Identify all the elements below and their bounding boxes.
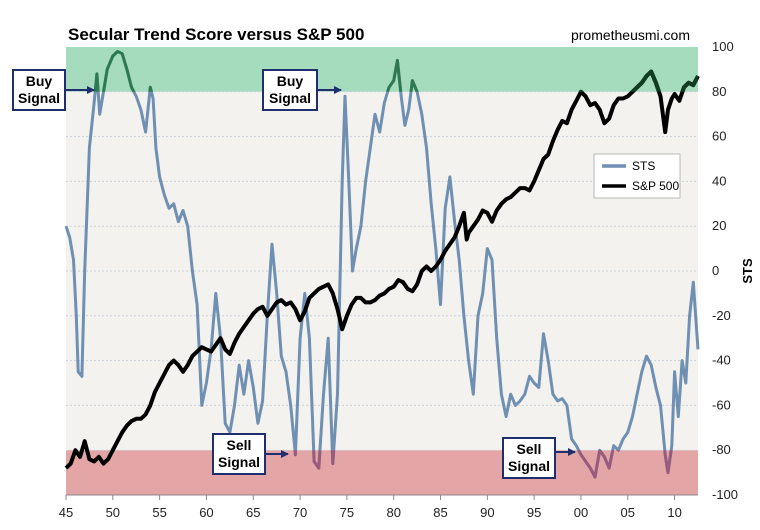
x-tick-label: 65 [246,505,260,520]
source-label: prometheusmi.com [571,27,690,43]
y-tick-label: -100 [712,487,738,502]
y-axis-ticks: 100 80 60 40 20 0 -20 -40 -60 -80 -100 [712,39,738,502]
x-tick-label: 95 [527,505,541,520]
chart-title: Secular Trend Score versus S&P 500 [68,25,364,44]
annotation-buy-2: Buy Signal [262,69,342,111]
y-tick-label: 80 [712,84,726,99]
x-tick-label: 45 [59,505,73,520]
x-tick-label: 90 [480,505,494,520]
sp500-series-line [64,69,700,470]
y-tick-label: 0 [712,263,719,278]
callout-line-2: Signal [508,458,550,474]
y-tick-label: 100 [712,39,734,54]
y-tick-label: -20 [712,308,731,323]
x-tick-label: 80 [386,505,400,520]
legend: STS S&P 500 [593,153,681,199]
y-tick-label: 40 [712,173,726,188]
callout-box [502,437,556,479]
x-tick-label: 10 [667,505,681,520]
x-tick-label: 50 [106,505,120,520]
callout-line-2: Signal [18,90,60,106]
callout-box [212,433,266,475]
y-tick-label: -60 [712,397,731,412]
y-tick-label: -80 [712,442,731,457]
x-tick-label: 05 [621,505,635,520]
legend-box [593,153,681,199]
x-axis-ticks: 45 50 55 60 65 70 75 80 85 90 95 00 05 10 [59,495,682,520]
x-tick-label: 70 [293,505,307,520]
callout-line-1: Sell [227,437,252,453]
callout-line-1: Sell [517,441,542,457]
x-tick-label: 60 [199,505,213,520]
annotation-sell-2: Sell Signal [502,437,576,479]
x-tick-label: 85 [433,505,447,520]
callout-line-2: Signal [269,90,311,106]
legend-label-sp500: S&P 500 [632,179,679,193]
callout-line-2: Signal [218,454,260,470]
legend-label-sts: STS [632,159,655,173]
y-tick-label: 20 [712,218,726,233]
annotation-buy-1: Buy Signal [12,69,95,111]
y-tick-label: -40 [712,353,731,368]
y-axis-label: STS [740,258,755,284]
buy-zone-band [66,47,698,92]
series-lines [64,50,700,479]
x-tick-label: 55 [152,505,166,520]
sts-series-line-sell-zone [293,450,673,479]
y-tick-label: 60 [712,129,726,144]
x-tick-label: 00 [574,505,588,520]
callout-line-1: Buy [277,73,304,89]
x-tick-label: 75 [340,505,354,520]
annotation-sell-1: Sell Signal [212,433,289,475]
callout-box [262,69,318,111]
callout-line-1: Buy [26,73,53,89]
plot-area [64,47,700,496]
